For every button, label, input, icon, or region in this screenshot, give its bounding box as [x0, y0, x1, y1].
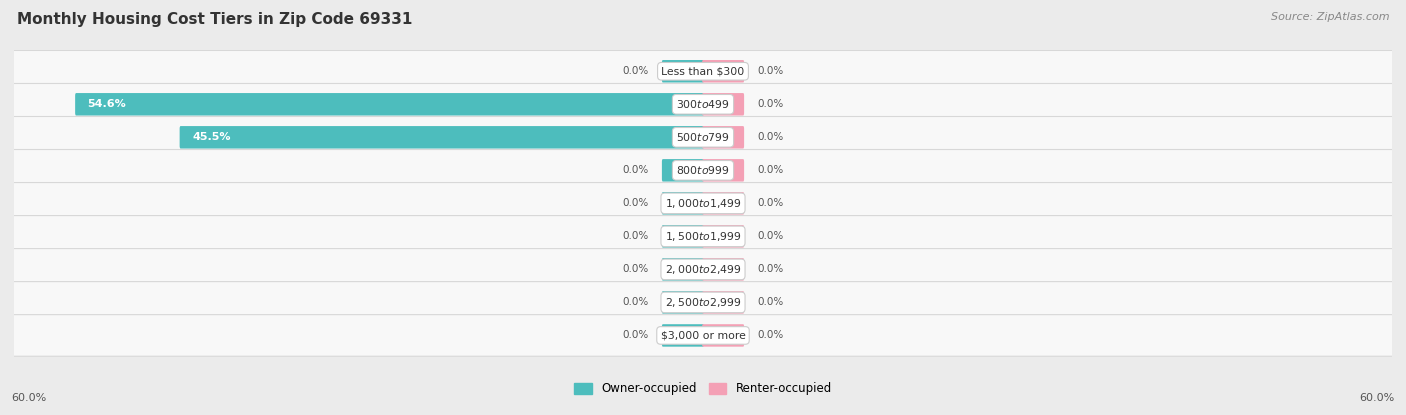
Legend: Owner-occupied, Renter-occupied: Owner-occupied, Renter-occupied [569, 378, 837, 400]
FancyBboxPatch shape [7, 183, 1399, 224]
FancyBboxPatch shape [702, 258, 744, 281]
FancyBboxPatch shape [702, 225, 744, 248]
FancyBboxPatch shape [7, 117, 1399, 158]
FancyBboxPatch shape [75, 93, 704, 115]
FancyBboxPatch shape [7, 51, 1399, 92]
FancyBboxPatch shape [180, 126, 704, 149]
Text: 54.6%: 54.6% [87, 99, 127, 109]
Text: 0.0%: 0.0% [756, 232, 783, 242]
FancyBboxPatch shape [662, 225, 704, 248]
FancyBboxPatch shape [702, 93, 744, 115]
FancyBboxPatch shape [702, 60, 744, 83]
Text: 45.5%: 45.5% [193, 132, 231, 142]
FancyBboxPatch shape [662, 324, 704, 347]
Text: 0.0%: 0.0% [756, 99, 783, 109]
Text: 0.0%: 0.0% [623, 298, 650, 308]
FancyBboxPatch shape [7, 282, 1399, 323]
Text: $2,000 to $2,499: $2,000 to $2,499 [665, 263, 741, 276]
FancyBboxPatch shape [7, 315, 1399, 356]
FancyBboxPatch shape [662, 291, 704, 314]
Text: 0.0%: 0.0% [756, 330, 783, 340]
FancyBboxPatch shape [7, 149, 1399, 191]
Text: 60.0%: 60.0% [1360, 393, 1395, 403]
FancyBboxPatch shape [7, 249, 1399, 290]
Text: $800 to $999: $800 to $999 [676, 164, 730, 176]
Text: $1,000 to $1,499: $1,000 to $1,499 [665, 197, 741, 210]
FancyBboxPatch shape [662, 159, 704, 181]
FancyBboxPatch shape [662, 60, 704, 83]
FancyBboxPatch shape [702, 324, 744, 347]
Text: $3,000 or more: $3,000 or more [661, 330, 745, 340]
Text: 0.0%: 0.0% [623, 165, 650, 175]
FancyBboxPatch shape [662, 258, 704, 281]
Text: $2,500 to $2,999: $2,500 to $2,999 [665, 296, 741, 309]
Text: Source: ZipAtlas.com: Source: ZipAtlas.com [1271, 12, 1389, 22]
Text: $1,500 to $1,999: $1,500 to $1,999 [665, 230, 741, 243]
FancyBboxPatch shape [702, 159, 744, 181]
Text: Less than $300: Less than $300 [661, 66, 745, 76]
Text: 0.0%: 0.0% [623, 198, 650, 208]
Text: 0.0%: 0.0% [623, 66, 650, 76]
Text: $500 to $799: $500 to $799 [676, 131, 730, 143]
Text: 0.0%: 0.0% [756, 132, 783, 142]
FancyBboxPatch shape [702, 291, 744, 314]
Text: 0.0%: 0.0% [756, 198, 783, 208]
Text: 0.0%: 0.0% [756, 264, 783, 274]
Text: 0.0%: 0.0% [623, 264, 650, 274]
Text: 60.0%: 60.0% [11, 393, 46, 403]
Text: 0.0%: 0.0% [756, 66, 783, 76]
Text: 0.0%: 0.0% [756, 298, 783, 308]
FancyBboxPatch shape [662, 192, 704, 215]
Text: $300 to $499: $300 to $499 [676, 98, 730, 110]
Text: 0.0%: 0.0% [623, 232, 650, 242]
FancyBboxPatch shape [702, 192, 744, 215]
Text: 0.0%: 0.0% [756, 165, 783, 175]
Text: Monthly Housing Cost Tiers in Zip Code 69331: Monthly Housing Cost Tiers in Zip Code 6… [17, 12, 412, 27]
FancyBboxPatch shape [702, 126, 744, 149]
FancyBboxPatch shape [7, 83, 1399, 125]
Text: 0.0%: 0.0% [623, 330, 650, 340]
FancyBboxPatch shape [7, 215, 1399, 257]
